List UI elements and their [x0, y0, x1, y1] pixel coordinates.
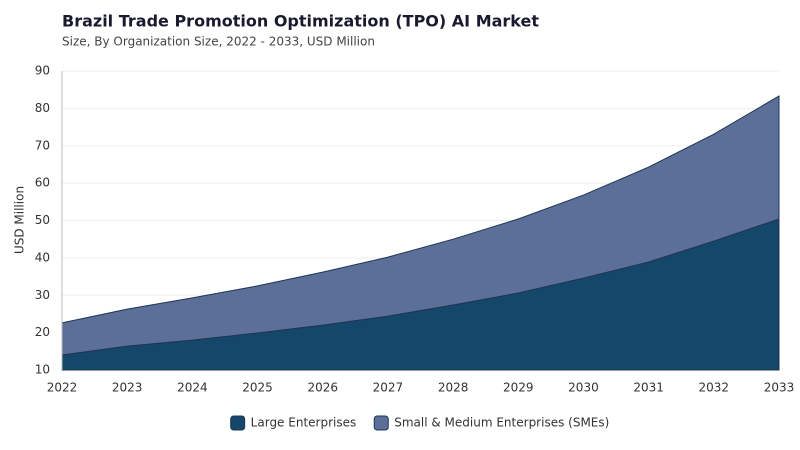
x-tick-label: 2030: [568, 381, 599, 395]
x-tick-label: 2029: [503, 381, 534, 395]
y-tick-label: 10: [35, 363, 50, 377]
x-tick-label: 2023: [112, 381, 143, 395]
x-tick-label: 2025: [242, 381, 273, 395]
x-tick-label: 2031: [633, 381, 664, 395]
y-tick-label: 30: [35, 288, 50, 302]
x-tick-label: 2033: [764, 381, 795, 395]
y-tick-label: 40: [35, 250, 50, 264]
legend-label: Large Enterprises: [251, 416, 357, 430]
chart-title: Brazil Trade Promotion Optimization (TPO…: [62, 12, 539, 31]
legend-label: Small & Medium Enterprises (SMEs): [394, 416, 609, 430]
y-tick-label: 70: [35, 138, 50, 152]
legend: Large Enterprises Small & Medium Enterpri…: [230, 415, 609, 431]
x-tick-label: 2032: [699, 381, 730, 395]
y-tick-label: 80: [35, 101, 50, 115]
x-tick-label: 2024: [177, 381, 208, 395]
x-tick-label: 2027: [373, 381, 404, 395]
chart-subtitle: Size, By Organization Size, 2022 - 2033,…: [62, 35, 375, 49]
legend-swatch: [230, 415, 246, 431]
y-tick-label: 50: [35, 213, 50, 227]
x-tick-label: 2022: [47, 381, 78, 395]
area: [61, 95, 780, 356]
x-tick-label: 2028: [438, 381, 469, 395]
legend-swatch: [373, 415, 389, 431]
y-axis-label: USD Million: [13, 186, 27, 254]
y-tick-label: 90: [35, 64, 50, 78]
y-tick-label: 60: [35, 176, 50, 190]
x-tick-label: 2026: [307, 381, 338, 395]
y-tick-label: 20: [35, 325, 50, 339]
